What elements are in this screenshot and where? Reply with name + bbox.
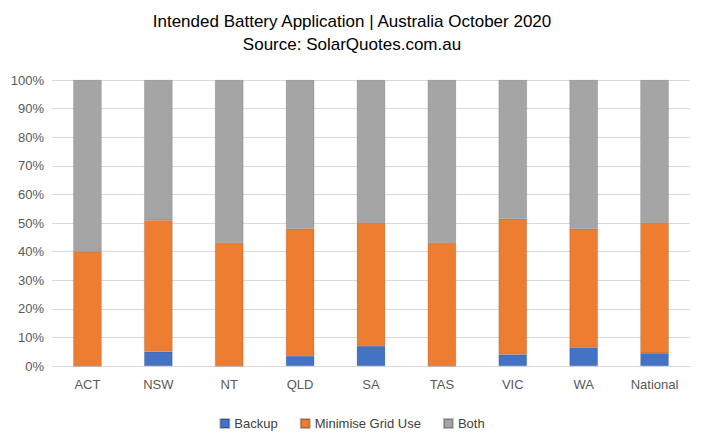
- svg-text:NSW: NSW: [143, 377, 174, 392]
- svg-text:90%: 90%: [18, 101, 44, 116]
- svg-text:Minimise Grid Use: Minimise Grid Use: [315, 416, 421, 431]
- svg-text:40%: 40%: [18, 244, 44, 259]
- svg-text:20%: 20%: [18, 301, 44, 316]
- svg-text:TAS: TAS: [430, 377, 455, 392]
- svg-text:0%: 0%: [25, 359, 44, 374]
- svg-text:Both: Both: [458, 416, 485, 431]
- svg-text:QLD: QLD: [287, 377, 314, 392]
- svg-text:SA: SA: [362, 377, 380, 392]
- svg-text:VIC: VIC: [502, 377, 524, 392]
- svg-text:National: National: [631, 377, 679, 392]
- svg-text:50%: 50%: [18, 216, 44, 231]
- svg-text:10%: 10%: [18, 330, 44, 345]
- svg-text:NT: NT: [221, 377, 238, 392]
- svg-text:70%: 70%: [18, 158, 44, 173]
- svg-text:60%: 60%: [18, 187, 44, 202]
- svg-text:100%: 100%: [11, 73, 45, 88]
- svg-text:ACT: ACT: [74, 377, 100, 392]
- svg-text:Intended Battery Application |: Intended Battery Application | Australia…: [153, 12, 552, 31]
- svg-text:WA: WA: [573, 377, 594, 392]
- svg-text:Backup: Backup: [234, 416, 277, 431]
- svg-text:30%: 30%: [18, 273, 44, 288]
- svg-text:80%: 80%: [18, 130, 44, 145]
- svg-text:Source: SolarQuotes.com.au: Source: SolarQuotes.com.au: [243, 35, 461, 54]
